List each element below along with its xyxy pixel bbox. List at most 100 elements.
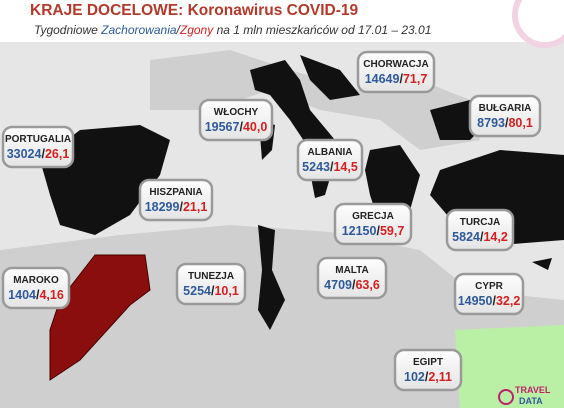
deaths-value: 40,0 xyxy=(243,120,267,134)
title-background xyxy=(0,0,564,42)
cases-value: 5243 xyxy=(302,160,330,174)
subtitle-cases: Zachorowania xyxy=(100,23,177,37)
country-name: GRECJA xyxy=(352,211,394,222)
label-box xyxy=(393,348,463,392)
country-label: WŁOCHY 19567/40,0 xyxy=(198,98,274,142)
separator: / xyxy=(480,230,484,244)
country-label: MAROKO 1404/4,16 xyxy=(1,266,71,310)
separator: / xyxy=(179,200,183,214)
deaths-value: 10,1 xyxy=(214,284,238,298)
country-label: MALTA 4709/63,6 xyxy=(316,256,388,300)
cases-value: 12150 xyxy=(342,224,377,238)
separator: / xyxy=(330,160,334,174)
country-name: EGIPT xyxy=(413,357,443,368)
separator: / xyxy=(492,294,496,308)
logo-line1: TRAVEL xyxy=(515,385,551,395)
deaths-value: 14,2 xyxy=(483,230,507,244)
country-values: 1404/4,16 xyxy=(8,288,64,302)
country-values: 5243/14,5 xyxy=(302,160,358,174)
cases-value: 18299 xyxy=(145,200,180,214)
label-box xyxy=(296,138,364,182)
title: KRAJE DOCELOWE: Koronawirus COVID-19 xyxy=(30,2,358,19)
country-label: CYPR 14950/32,2 xyxy=(453,272,525,316)
label-box xyxy=(453,272,525,316)
subtitle-deaths: Zgony xyxy=(179,23,214,37)
separator: / xyxy=(36,288,40,302)
deaths-value: 80,1 xyxy=(508,116,532,130)
logo-line2: DATA xyxy=(519,396,543,406)
label-box xyxy=(138,178,214,222)
country-values: 14950/32,2 xyxy=(458,294,521,308)
label-box xyxy=(468,94,542,138)
cases-value: 4709 xyxy=(324,278,352,292)
country-values: 14649/71,7 xyxy=(365,72,428,86)
cases-value: 5824 xyxy=(452,230,480,244)
separator: / xyxy=(239,120,243,134)
label-box xyxy=(333,202,413,246)
subtitle-suffix: na 1 mln mieszkańców od 17.01 – 23.01 xyxy=(213,23,431,37)
country-values: 12150/59,7 xyxy=(342,224,405,238)
cases-value: 102 xyxy=(404,370,425,384)
logo: TRAVEL DATA xyxy=(498,385,551,406)
deaths-value: 59,7 xyxy=(380,224,404,238)
country-values: 5824/14,2 xyxy=(452,230,508,244)
title-bar: KRAJE DOCELOWE: Koronawirus COVID-19 Tyg… xyxy=(0,0,564,48)
country-name: TUNEZJA xyxy=(188,271,234,282)
cases-value: 14649 xyxy=(365,72,400,86)
country-name: ALBANIA xyxy=(308,147,353,158)
label-box xyxy=(316,256,388,300)
country-values: 19567/40,0 xyxy=(205,120,268,134)
separator: / xyxy=(352,278,356,292)
cases-value: 1404 xyxy=(8,288,36,302)
cases-value: 33024 xyxy=(7,147,42,161)
cases-value: 8793 xyxy=(477,116,505,130)
country-label: PORTUGALIA 33024/26,1 xyxy=(1,125,75,169)
country-values: 8793/80,1 xyxy=(477,116,533,130)
deaths-value: 14,5 xyxy=(333,160,357,174)
country-name: WŁOCHY xyxy=(214,107,259,118)
label-box xyxy=(356,50,436,94)
country-name: TURCJA xyxy=(460,217,501,228)
separator: / xyxy=(505,116,509,130)
separator: / xyxy=(425,370,429,384)
separator: / xyxy=(41,147,45,161)
subtitle: Tygodniowe Zachorowania/Zgony na 1 mln m… xyxy=(34,23,431,37)
cases-value: 19567 xyxy=(205,120,240,134)
logo-icon xyxy=(498,389,514,405)
country-values: 18299/21,1 xyxy=(145,200,208,214)
country-name: HISZPANIA xyxy=(149,187,202,198)
country-label: HISZPANIA 18299/21,1 xyxy=(138,178,214,222)
deaths-value: 71,7 xyxy=(403,72,427,86)
country-label: EGIPT 102/2,11 xyxy=(393,348,463,392)
deaths-value: 4,16 xyxy=(39,288,63,302)
country-values: 4709/63,6 xyxy=(324,278,380,292)
separator: / xyxy=(399,72,403,86)
country-name: MALTA xyxy=(335,265,369,276)
subtitle-separator: / xyxy=(176,23,182,37)
country-label: TURCJA 5824/14,2 xyxy=(445,208,515,252)
deaths-value: 21,1 xyxy=(183,200,207,214)
deaths-value: 63,6 xyxy=(355,278,379,292)
country-name: CHORWACJA xyxy=(363,59,428,70)
country-labels: PORTUGALIA33024/26,1WŁOCHY19567/40,0CHOR… xyxy=(1,50,542,392)
country-name: MAROKO xyxy=(13,275,59,286)
label-box xyxy=(1,266,71,310)
country-label: ALBANIA 5243/14,5 xyxy=(296,138,364,182)
egypt xyxy=(455,325,564,408)
cases-value: 5254 xyxy=(183,284,211,298)
cases-value: 14950 xyxy=(458,294,493,308)
deaths-value: 26,1 xyxy=(45,147,69,161)
country-label: TUNEZJA 5254/10,1 xyxy=(175,262,247,306)
label-box xyxy=(1,125,75,169)
subtitle-prefix: Tygodniowe xyxy=(34,23,101,37)
country-label: BUŁGARIA 8793/80,1 xyxy=(468,94,542,138)
country-values: 5254/10,1 xyxy=(183,284,239,298)
deaths-value: 2,11 xyxy=(428,370,452,384)
country-name: PORTUGALIA xyxy=(5,134,71,145)
country-values: 33024/26,1 xyxy=(7,147,70,161)
country-label: CHORWACJA 14649/71,7 xyxy=(356,50,436,94)
label-box xyxy=(198,98,274,142)
separator: / xyxy=(211,284,215,298)
